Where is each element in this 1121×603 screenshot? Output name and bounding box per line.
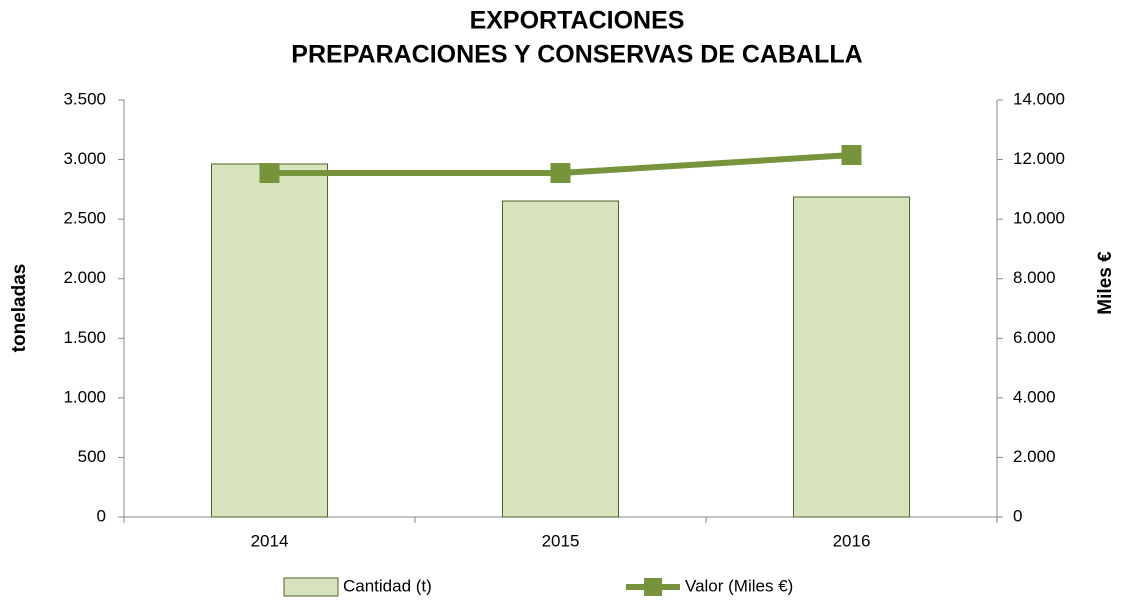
y2-tick-label: 4.000 xyxy=(1013,387,1056,406)
y-tick-label: 1.500 xyxy=(63,328,106,347)
marker xyxy=(259,163,280,184)
y-tick-label: 2.500 xyxy=(63,209,106,228)
y-tick-label: 0 xyxy=(97,506,106,525)
marker xyxy=(841,145,862,166)
y2-tick-label: 8.000 xyxy=(1013,268,1056,287)
y2-tick-label: 0 xyxy=(1013,506,1022,525)
legend-swatch xyxy=(644,578,662,596)
y2-tick-label: 10.000 xyxy=(1013,209,1065,228)
y2-tick-label: 12.000 xyxy=(1013,149,1065,168)
y2-tick-label: 6.000 xyxy=(1013,328,1056,347)
chart-title: PREPARACIONES Y CONSERVAS DE CABALLA xyxy=(291,41,862,69)
y-axis-label: toneladas xyxy=(9,264,30,353)
legend-label: Cantidad (t) xyxy=(343,576,432,595)
marker xyxy=(550,163,571,184)
y-tick-label: 1.000 xyxy=(63,387,106,406)
legend-swatch xyxy=(283,577,339,597)
bar xyxy=(502,200,619,518)
x-tick-label: 2016 xyxy=(833,531,871,550)
chart-title: EXPORTACIONES xyxy=(470,7,685,35)
y2-tick-label: 2.000 xyxy=(1013,447,1056,466)
bar xyxy=(211,163,328,518)
x-tick-label: 2014 xyxy=(251,531,289,550)
x-tick-label: 2015 xyxy=(542,531,580,550)
bar xyxy=(793,196,910,518)
y-tick-label: 2.000 xyxy=(63,268,106,287)
y-tick-label: 3.000 xyxy=(63,149,106,168)
y-tick-label: 500 xyxy=(78,447,106,466)
y2-tick-label: 14.000 xyxy=(1013,89,1065,108)
y-tick-label: 3.500 xyxy=(63,89,106,108)
y2-axis-label: Miles € xyxy=(1095,251,1116,315)
legend-label: Valor (Miles €) xyxy=(685,576,793,595)
